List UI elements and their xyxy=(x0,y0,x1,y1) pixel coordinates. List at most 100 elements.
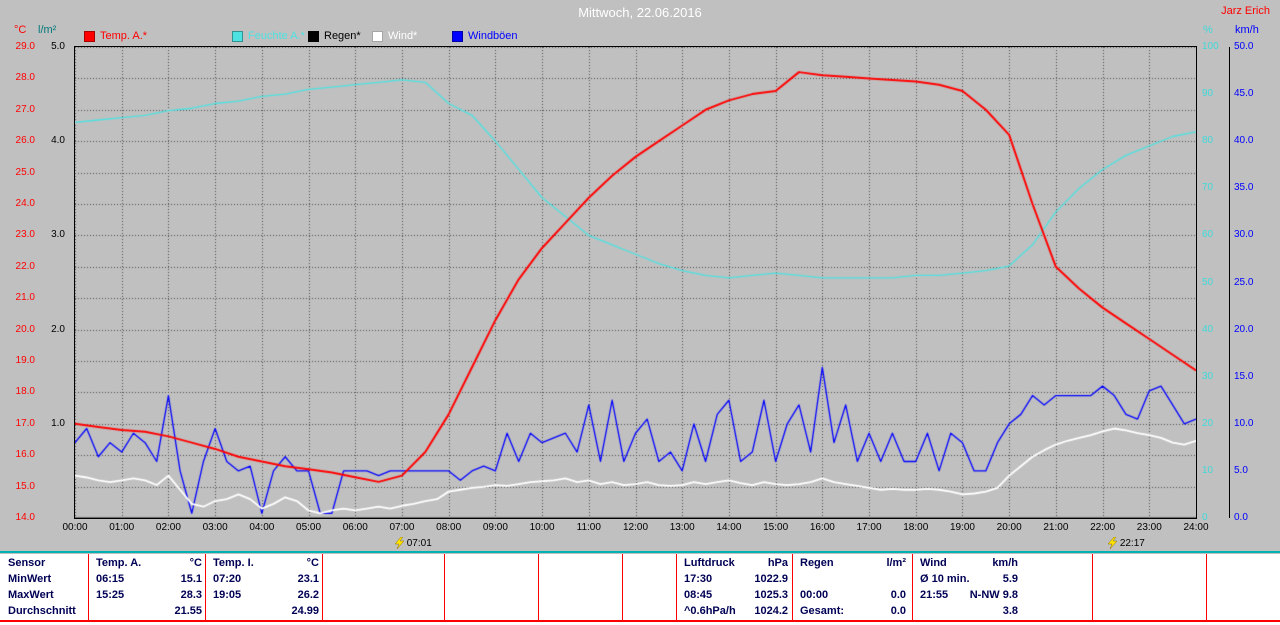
temp-axis-label: 27.0 xyxy=(15,103,35,115)
legend: Temp. A.* Feuchte A.* Regen* Wind* Windböen xyxy=(0,30,1280,44)
stats-cell-time: 06:15 xyxy=(96,573,125,585)
temp-axis-label: 25.0 xyxy=(15,166,35,178)
time-axis-label: 16:00 xyxy=(809,522,835,533)
stats-col-title: Wind xyxy=(920,557,947,569)
stats-cell-value: 0.0 xyxy=(890,589,906,601)
stats-cell-time: Ø 10 min. xyxy=(920,573,970,585)
time-axis-label: 08:00 xyxy=(436,522,462,533)
stats-cell-time: Gesamt: xyxy=(800,605,845,617)
plot-area xyxy=(74,46,1197,519)
wind-axis-label: 40.0 xyxy=(1234,135,1254,147)
temp-axis-label: 28.0 xyxy=(15,72,35,84)
time-axis-label: 14:00 xyxy=(716,522,742,533)
rain-axis-label: 2.0 xyxy=(51,323,65,335)
legend-label: Temp. A.* xyxy=(100,30,148,42)
legend-item: Temp. A.* xyxy=(84,30,147,42)
sunrise-marker: 07:01 xyxy=(394,537,432,549)
stats-cell-time: 00:00 xyxy=(800,589,829,601)
time-axis-label: 17:00 xyxy=(856,522,882,533)
stats-cell-value: 15.1 xyxy=(180,573,202,585)
stats-col-unit: °C xyxy=(306,557,319,569)
station-name: Jarz Erich xyxy=(1221,5,1270,17)
time-axis-label: 23:00 xyxy=(1136,522,1162,533)
rain-axis-label: 5.0 xyxy=(51,41,65,52)
stats-row-label: MaxWert xyxy=(8,589,54,601)
stats-cell-value: 26.2 xyxy=(297,589,319,601)
temp-axis-label: 24.0 xyxy=(15,198,35,209)
stats-cell-value: 28.3 xyxy=(180,589,202,601)
temp-axis-label: 26.0 xyxy=(15,135,35,147)
rain-axis-label: 1.0 xyxy=(51,417,65,429)
time-axis-label: 13:00 xyxy=(669,522,695,533)
time-axis-label: 09:00 xyxy=(482,522,508,533)
time-axis-label: 18:00 xyxy=(903,522,929,533)
temp-axis-label: 21.0 xyxy=(15,292,35,304)
wind-axis-label: 5.0 xyxy=(1234,464,1248,476)
stats-cell-value: 5.9 xyxy=(1002,573,1018,585)
right-axis-line xyxy=(1229,47,1230,518)
wind-axis-label: 45.0 xyxy=(1234,88,1254,100)
time-axis-label: 11:00 xyxy=(576,522,601,533)
temp-axis-label: 19.0 xyxy=(15,355,35,366)
stats-row-label: Sensor xyxy=(8,557,46,569)
stats-row-label: Durchschnitt xyxy=(8,605,76,617)
legend-item: Regen* xyxy=(308,30,361,42)
wind-axis-label: 30.0 xyxy=(1234,229,1254,241)
stats-col-unit: l/m² xyxy=(886,557,906,569)
stats-col-title: Temp. I. xyxy=(213,557,254,569)
page-title: Mittwoch, 22.06.2016 xyxy=(578,5,702,20)
table-separator xyxy=(792,554,793,620)
legend-item: Wind* xyxy=(372,30,417,42)
table-separator xyxy=(88,554,89,620)
legend-label: Wind* xyxy=(388,30,418,42)
temp-axis-label: 22.0 xyxy=(15,260,35,272)
legend-color-swatch xyxy=(372,30,383,42)
stats-col-title: Regen xyxy=(800,557,834,569)
temp-axis-label: 20.0 xyxy=(15,323,35,335)
stats-cell-value: 0.0 xyxy=(890,605,906,617)
temp-axis-label: 15.0 xyxy=(15,480,35,492)
left-axis-unit-temp: °C xyxy=(14,24,27,36)
temp-axis-label: 14.0 xyxy=(15,512,35,523)
stats-cell-time: 21:55 xyxy=(920,589,949,601)
humidity-axis-label: 40 xyxy=(1202,323,1214,335)
right-axis-unit-wind: km/h xyxy=(1235,24,1259,36)
humidity-axis-label: 10 xyxy=(1202,464,1214,476)
temp-axis-label: 23.0 xyxy=(15,229,35,241)
humidity-axis-label: 20 xyxy=(1202,417,1214,429)
legend-label: Windböen xyxy=(468,30,518,42)
sunset-time: 22:17 xyxy=(1119,537,1145,549)
time-axis-label: 02:00 xyxy=(155,522,181,533)
stats-cell-time: 19:05 xyxy=(213,589,242,601)
time-axis-label: 05:00 xyxy=(296,522,322,533)
humidity-axis-label: 30 xyxy=(1202,370,1214,382)
table-separator xyxy=(622,554,623,620)
sunrise-icon xyxy=(394,537,404,549)
stats-cell-value: 3.8 xyxy=(1002,605,1018,617)
time-axis-label: 04:00 xyxy=(249,522,275,533)
humidity-axis-label: 60 xyxy=(1202,229,1214,241)
chart-canvas xyxy=(75,47,1196,518)
stats-cell-value: N-NW 9.8 xyxy=(969,589,1018,601)
stats-cell-time: 15:25 xyxy=(96,589,125,601)
chart-table-divider xyxy=(0,551,1280,553)
temp-axis-label: 16.0 xyxy=(15,449,35,461)
table-separator xyxy=(1206,554,1207,620)
legend-item: Feuchte A.* xyxy=(232,30,305,42)
stats-cell-value: 1022.9 xyxy=(754,573,788,585)
stats-cell-value: 21.55 xyxy=(174,605,202,617)
wind-axis-label: 20.0 xyxy=(1234,323,1254,335)
legend-color-swatch xyxy=(452,30,463,42)
table-bottom-line xyxy=(0,620,1280,622)
legend-item: Windböen xyxy=(452,30,518,42)
stats-cell-value: 1025.3 xyxy=(754,589,788,601)
time-axis-label: 01:00 xyxy=(109,522,135,533)
wind-axis-label: 25.0 xyxy=(1234,276,1254,288)
legend-label: Feuchte A.* xyxy=(248,30,305,42)
legend-color-swatch xyxy=(232,30,243,42)
time-axis-label: 19:00 xyxy=(949,522,975,533)
time-axis-label: 15:00 xyxy=(763,522,789,533)
legend-label: Regen* xyxy=(324,30,361,42)
time-axis-label: 10:00 xyxy=(529,522,555,533)
wind-axis-label: 10.0 xyxy=(1234,417,1254,429)
